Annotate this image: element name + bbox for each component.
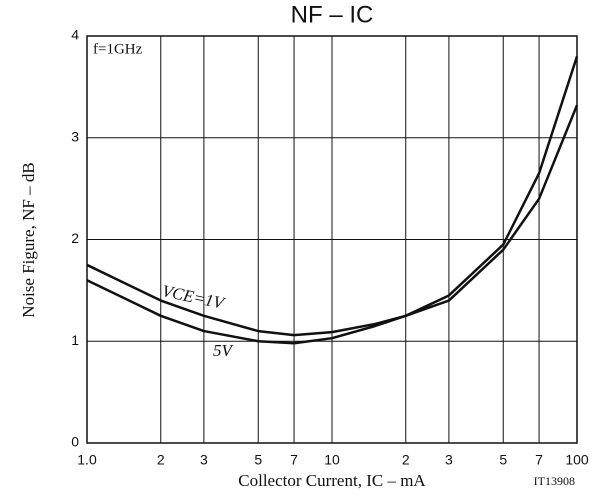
y-tick-label: 1 <box>71 332 79 348</box>
x-tick-label: 100 <box>565 452 589 468</box>
y-tick-label: 2 <box>71 230 79 246</box>
y-tick-label: 3 <box>71 128 79 144</box>
y-tick-label: 4 <box>71 27 79 43</box>
x-tick-label: 2 <box>157 452 165 468</box>
series-line <box>86 55 579 345</box>
x-tick-label: 5 <box>499 452 507 468</box>
x-tick-label: 7 <box>290 452 298 468</box>
annotation: f=1GHz <box>93 41 143 57</box>
x-tick-label: 5 <box>254 452 262 468</box>
x-axis-label: Collector Current, IC – mA <box>238 471 426 490</box>
x-tick-label: 7 <box>535 452 543 468</box>
annotation: IT13908 <box>534 474 575 488</box>
y-axis-label: Noise Figure, NF – dB <box>19 162 38 317</box>
chart-title: NF – IC <box>291 1 374 28</box>
x-tick-label: 10 <box>324 452 340 468</box>
annotation: 5V <box>213 341 235 360</box>
x-tick-label: 3 <box>200 452 208 468</box>
x-tick-label: 2 <box>402 452 410 468</box>
x-tick-label: 1.0 <box>77 452 97 468</box>
x-tick-label: 3 <box>445 452 453 468</box>
annotation: VCE=1V <box>160 281 228 313</box>
series-line <box>86 104 579 337</box>
plot-frame <box>86 35 578 444</box>
y-tick-label: 0 <box>71 434 79 450</box>
